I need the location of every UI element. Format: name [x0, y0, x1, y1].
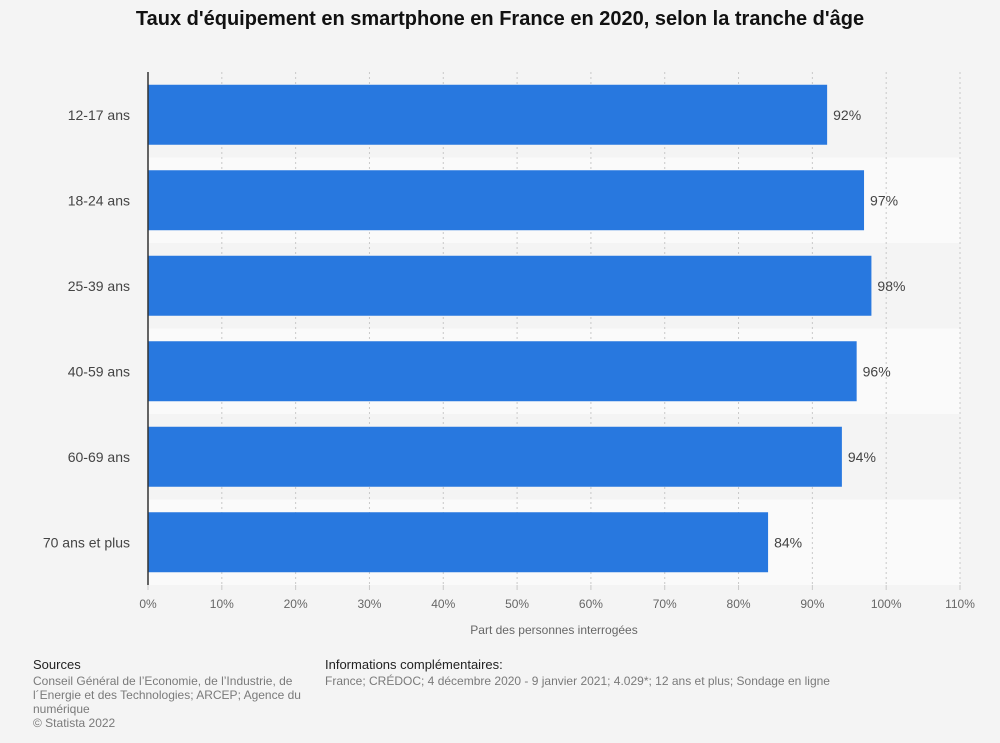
sources-line: l´Energie et des Technologies; ARCEP; Ag… [33, 688, 301, 702]
bar[interactable] [148, 341, 857, 402]
bar[interactable] [148, 84, 828, 145]
data-label: 98% [877, 278, 905, 294]
y-category-label: 60-69 ans [68, 449, 130, 465]
info-text: France; CRÉDOC; 4 décembre 2020 - 9 janv… [325, 674, 830, 688]
bar[interactable] [148, 255, 872, 316]
x-tick-label: 60% [579, 597, 603, 611]
chart-title: Taux d'équipement en smartphone en Franc… [135, 8, 865, 30]
y-category-label: 18-24 ans [68, 192, 130, 208]
info-block: Informations complémentaires: France; CR… [325, 657, 965, 689]
x-tick-label: 40% [431, 597, 455, 611]
x-tick-label: 0% [139, 597, 157, 611]
x-tick-label: 110% [945, 597, 975, 611]
x-tick-label: 100% [871, 597, 902, 611]
x-tick-label: 30% [357, 597, 381, 611]
x-tick-label: 90% [800, 597, 824, 611]
y-category-label: 12-17 ans [68, 107, 130, 123]
sources-title: Sources [33, 657, 81, 672]
data-label: 84% [774, 534, 802, 550]
x-tick-label: 10% [210, 597, 234, 611]
sources-block: Sources Conseil Général de l’Economie, d… [33, 657, 323, 731]
x-tick-label: 20% [284, 597, 308, 611]
y-category-label: 70 ans et plus [43, 534, 130, 550]
data-label: 96% [863, 363, 891, 379]
y-category-label: 25-39 ans [68, 278, 130, 294]
bar-chart: 0% 10% 20% 30% 40% 50% 60% 70% 80% 90% 100% 110% 12-… [43, 72, 975, 637]
data-label: 97% [870, 192, 898, 208]
y-category-label: 40-59 ans [68, 363, 130, 379]
sources-line: Conseil Général de l’Economie, de l’Indu… [33, 674, 293, 688]
data-label: 94% [848, 449, 876, 465]
x-tick-label: 80% [727, 597, 751, 611]
info-title: Informations complémentaires: [325, 657, 503, 672]
bar[interactable] [148, 170, 865, 231]
bar[interactable] [148, 512, 769, 573]
bar[interactable] [148, 426, 842, 487]
data-label: 92% [833, 107, 861, 123]
x-tick-label: 50% [505, 597, 529, 611]
sources-line: numérique [33, 702, 90, 716]
copyright: © Statista 2022 [33, 716, 116, 730]
x-axis-title: Part des personnes interrogées [470, 623, 637, 637]
x-tick-label: 70% [653, 597, 677, 611]
